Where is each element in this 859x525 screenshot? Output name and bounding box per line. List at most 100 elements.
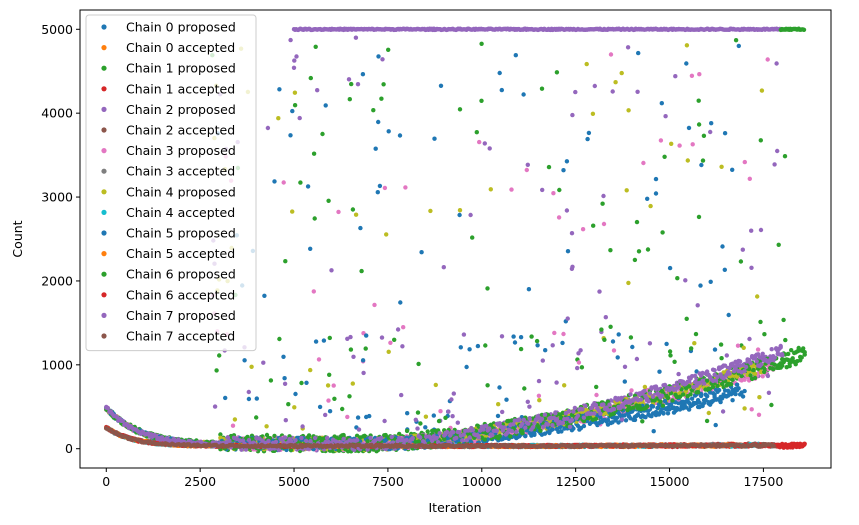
chain-proposed-outlier bbox=[573, 89, 578, 95]
chain-proposed-outlier bbox=[350, 381, 355, 386]
chain-proposed-point bbox=[733, 391, 738, 397]
chain-proposed-outlier bbox=[697, 72, 702, 77]
chain-proposed-outlier bbox=[504, 397, 509, 402]
chain-proposed-outlier bbox=[313, 339, 319, 344]
chain-proposed-outlier bbox=[690, 142, 695, 147]
chain-proposed-point bbox=[581, 423, 587, 429]
chain-proposed-outlier bbox=[698, 283, 703, 288]
chain-proposed-outlier bbox=[662, 154, 667, 159]
chain-proposed-point bbox=[605, 418, 611, 423]
chain-proposed-outlier bbox=[415, 426, 420, 431]
chain-proposed-outlier bbox=[392, 337, 397, 342]
chain-proposed-outlier bbox=[592, 83, 597, 89]
chain-proposed-outlier bbox=[428, 208, 433, 214]
chain-proposed-outlier bbox=[537, 398, 542, 403]
chain-proposed-outlier bbox=[311, 151, 317, 156]
chain-proposed-outlier bbox=[708, 279, 713, 284]
chain-proposed-point bbox=[742, 377, 747, 382]
chain-proposed-outlier bbox=[735, 343, 741, 348]
chain-proposed-outlier bbox=[580, 227, 586, 232]
chain-proposed-outlier bbox=[684, 43, 690, 48]
chain-proposed-point bbox=[727, 391, 732, 397]
chain-proposed-outlier bbox=[316, 357, 322, 362]
chain-proposed-outlier bbox=[388, 340, 393, 345]
chain-proposed-outlier bbox=[693, 331, 699, 337]
chain-proposed-outlier bbox=[242, 358, 247, 363]
chain-proposed-outlier bbox=[497, 70, 502, 76]
chain-proposed-outlier bbox=[613, 80, 618, 85]
chain-proposed-outlier bbox=[276, 116, 281, 121]
chain-proposed-point bbox=[789, 348, 794, 353]
chain-proposed-outlier bbox=[741, 345, 746, 350]
chain-proposed-point bbox=[617, 412, 623, 418]
chain-proposed-outlier bbox=[704, 418, 710, 424]
chain-proposed-outlier bbox=[246, 396, 252, 402]
chain-proposed-outlier bbox=[619, 70, 624, 76]
chain-proposed-outlier bbox=[415, 410, 421, 415]
chain-proposed-outlier bbox=[636, 50, 641, 56]
chain-proposed-outlier bbox=[730, 167, 735, 172]
chain-proposed-outlier bbox=[526, 287, 532, 292]
chain-proposed-point bbox=[742, 388, 747, 394]
chain-proposed-outlier bbox=[405, 411, 410, 416]
chain-proposed-outlier bbox=[561, 331, 566, 337]
chain-proposed-outlier bbox=[379, 96, 384, 101]
chain-proposed-outlier bbox=[438, 83, 444, 89]
chain-proposed-outlier bbox=[397, 133, 403, 138]
chain-proposed-outlier bbox=[351, 354, 356, 359]
chain-proposed-outlier bbox=[629, 388, 634, 393]
chain-proposed-outlier bbox=[757, 395, 762, 400]
chain-proposed-outlier bbox=[522, 386, 527, 391]
chain-proposed-point bbox=[598, 415, 603, 420]
scatter-points bbox=[104, 26, 807, 454]
chain-proposed-outlier bbox=[423, 425, 428, 430]
chain-proposed-point bbox=[746, 369, 752, 375]
chain-proposed-outlier bbox=[625, 45, 631, 50]
chain-proposed-outlier bbox=[664, 341, 669, 347]
chain-proposed-outlier bbox=[590, 111, 596, 117]
chain-proposed-outlier bbox=[277, 87, 282, 92]
chain-proposed-outlier bbox=[576, 360, 582, 365]
chain-proposed-outlier bbox=[386, 129, 391, 134]
chain-proposed-outlier bbox=[288, 133, 293, 138]
chain-proposed-outlier bbox=[509, 187, 514, 192]
chain-proposed-outlier bbox=[759, 88, 765, 93]
chain-proposed-outlier bbox=[534, 338, 540, 344]
chain-proposed-outlier bbox=[657, 369, 662, 374]
chain-proposed-point bbox=[718, 399, 723, 405]
chain-proposed-point bbox=[628, 392, 633, 397]
chain-proposed-point bbox=[661, 410, 666, 416]
chain-proposed-outlier bbox=[326, 198, 331, 203]
chain-proposed-outlier bbox=[569, 231, 575, 236]
chain-proposed-outlier bbox=[699, 162, 704, 168]
chain-proposed-point bbox=[752, 371, 758, 377]
chain-proposed-outlier bbox=[485, 383, 490, 388]
chain-proposed-outlier bbox=[686, 125, 692, 131]
chain-proposed-outlier bbox=[610, 339, 616, 344]
chain-proposed-outlier bbox=[479, 41, 484, 46]
chain-proposed-outlier bbox=[281, 180, 286, 185]
chain-proposed-outlier bbox=[512, 340, 518, 345]
chain-proposed-outlier bbox=[601, 193, 606, 199]
chain-proposed-outlier bbox=[636, 249, 642, 254]
chain-proposed-point bbox=[740, 394, 746, 399]
chain-proposed-outlier bbox=[277, 336, 282, 342]
chain-proposed-outlier bbox=[325, 383, 331, 388]
chain-proposed-outlier bbox=[624, 188, 629, 193]
chain-proposed-point bbox=[559, 429, 564, 434]
chain-proposed-outlier bbox=[543, 348, 548, 353]
chain-proposed-outlier bbox=[345, 414, 350, 420]
chain-proposed-outlier bbox=[554, 380, 559, 385]
chain-proposed-outlier bbox=[292, 90, 298, 95]
chain-proposed-outlier bbox=[630, 344, 635, 350]
chain-proposed-outlier bbox=[518, 335, 524, 340]
chain-proposed-outlier bbox=[781, 317, 786, 323]
chain-proposed-outlier bbox=[701, 133, 707, 138]
chain-proposed-outlier bbox=[281, 354, 286, 359]
chain-proposed-outlier bbox=[477, 139, 482, 145]
chain-proposed-outlier bbox=[376, 54, 381, 59]
chain-proposed-outlier bbox=[326, 398, 331, 403]
chain-proposed-outlier bbox=[562, 383, 567, 388]
chain-proposed-outlier bbox=[360, 358, 366, 363]
chain-proposed-outlier bbox=[282, 376, 287, 381]
